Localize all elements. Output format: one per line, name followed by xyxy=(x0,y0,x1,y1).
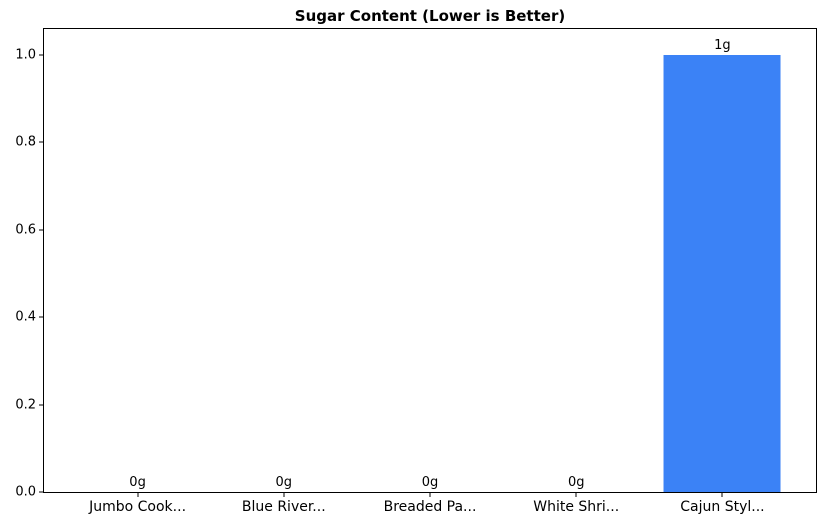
x-tick-label: White Shri... xyxy=(533,499,620,515)
y-tick-mark xyxy=(39,54,44,56)
bar xyxy=(663,54,781,492)
bar-value-label: 0g xyxy=(421,475,439,490)
x-tick-mark xyxy=(721,492,723,497)
chart-title: Sugar Content (Lower is Better) xyxy=(294,7,566,25)
x-tick-mark xyxy=(429,492,431,497)
x-tick-label: Cajun Styl... xyxy=(680,499,765,515)
y-tick-label: 1.0 xyxy=(15,47,36,63)
x-tick-label: Breaded Pa... xyxy=(383,499,477,515)
y-tick-label: 0.4 xyxy=(15,309,36,325)
y-tick-mark xyxy=(39,141,44,143)
y-tick-label: 0.0 xyxy=(15,484,36,500)
x-tick-mark xyxy=(575,492,577,497)
y-tick-mark xyxy=(39,404,44,406)
y-tick-mark xyxy=(39,491,44,493)
x-tick-label: Blue River... xyxy=(241,499,326,515)
y-tick-mark xyxy=(39,229,44,231)
y-tick-mark xyxy=(39,316,44,318)
bar-value-label: 0g xyxy=(567,475,585,490)
x-tick-label: Jumbo Cook... xyxy=(89,499,187,515)
y-tick-label: 0.8 xyxy=(15,134,36,150)
x-tick-mark xyxy=(283,492,285,497)
bar-value-label: 0g xyxy=(275,475,293,490)
bar-value-label: 0g xyxy=(129,475,146,490)
y-tick-label: 0.2 xyxy=(15,397,36,413)
bar-value-label: 1g xyxy=(714,37,731,53)
x-tick-mark xyxy=(137,492,139,497)
y-tick-label: 0.6 xyxy=(15,222,36,238)
plot-area: 0.0 0.2 0.4 0.6 0.8 1.0 0g Jumbo Cook... 0g Blue … xyxy=(15,28,817,515)
